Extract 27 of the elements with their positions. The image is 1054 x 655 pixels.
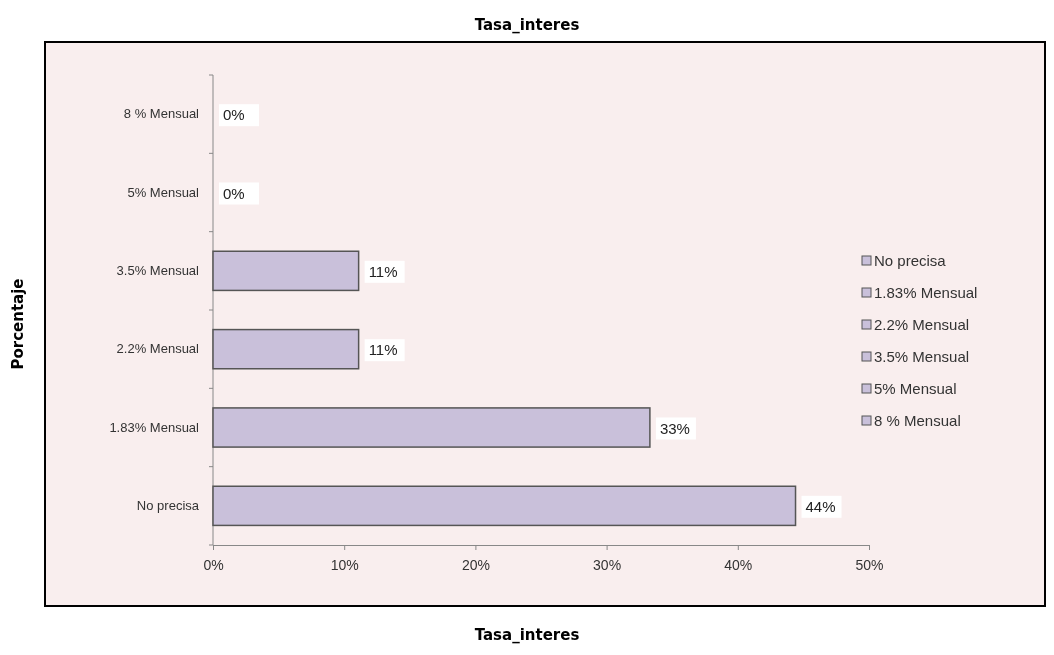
x-tick-label: 30% xyxy=(593,556,622,573)
x-tick-label: 20% xyxy=(461,556,490,573)
legend-label: 2.2% Mensual xyxy=(874,316,970,333)
x-tick-label: 40% xyxy=(724,556,753,573)
data-label: 44% xyxy=(805,497,836,515)
y-tick-label: 2.2% Mensual xyxy=(116,341,200,357)
data-label: 33% xyxy=(659,419,690,437)
chart-title: Tasa_interes xyxy=(474,16,580,34)
y-tick-label: 1.83% Mensual xyxy=(109,419,200,435)
legend-label: No precisa xyxy=(874,252,947,269)
data-label: 11% xyxy=(368,341,398,359)
x-tick-label: 50% xyxy=(855,556,884,573)
legend-label: 3.5% Mensual xyxy=(874,348,970,365)
y-tick-label: No precisa xyxy=(136,497,200,513)
data-label: 0% xyxy=(223,106,245,124)
y-tick-label: 3.5% Mensual xyxy=(116,262,200,278)
y-tick-label: 5% Mensual xyxy=(127,184,200,200)
legend-label: 1.83% Mensual xyxy=(874,284,978,301)
y-tick-label: 8 % Mensual xyxy=(123,106,200,122)
data-label: 0% xyxy=(223,184,245,202)
x-tick-label: 10% xyxy=(330,556,359,573)
x-tick-label: 0% xyxy=(203,556,224,573)
data-label: 11% xyxy=(368,262,398,280)
legend-label: 8 % Mensual xyxy=(874,412,961,429)
legend-label: 5% Mensual xyxy=(874,380,957,397)
x-axis-title: Tasa_interes xyxy=(474,626,580,644)
text: Porcentaje xyxy=(9,278,27,370)
